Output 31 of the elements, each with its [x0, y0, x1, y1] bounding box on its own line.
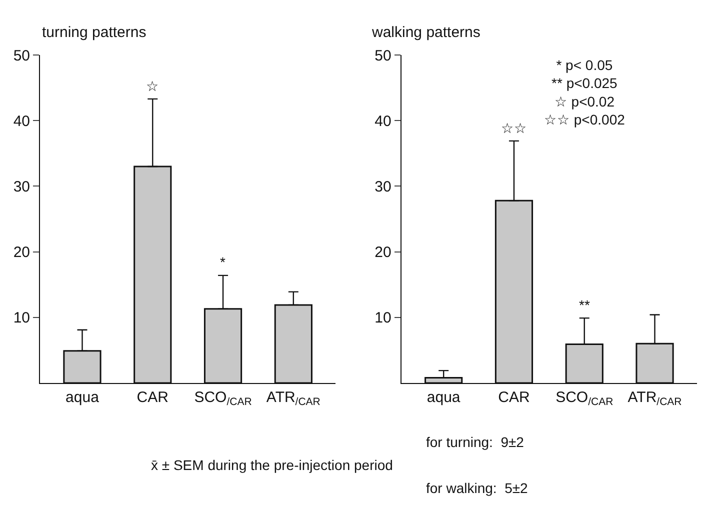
- annotation: ** p<0.025: [552, 75, 618, 92]
- x-tick-label: aqua: [66, 389, 100, 406]
- y-tick-label: 30: [374, 178, 392, 196]
- y-tick-label: 50: [374, 47, 392, 64]
- chart-title: walking patterns: [371, 24, 480, 41]
- x-tick-label: aqua: [426, 389, 461, 406]
- annotation: ☆☆: [501, 120, 527, 136]
- x-tick-label: CAR: [136, 389, 169, 406]
- annotation: *: [220, 254, 226, 270]
- text: x̄ ± SEM during the pre-injection period: [151, 457, 393, 473]
- y-tick-label: 30: [13, 178, 30, 196]
- y-tick-label: 40: [13, 112, 30, 130]
- y-tick-label: 10: [13, 310, 30, 327]
- y-tick-label: 20: [13, 244, 30, 262]
- annotation: ☆ p<0.02: [554, 93, 615, 110]
- annotation: ☆: [146, 78, 159, 94]
- x-tick-label: ATR$_{/CAR}$: [266, 389, 321, 408]
- x-tick-label: CAR: [498, 389, 530, 406]
- annotation: **: [579, 297, 590, 313]
- annotation: ☆☆ p<0.002: [544, 112, 626, 128]
- y-tick-label: 40: [374, 112, 392, 130]
- annotation: * p< 0.05: [556, 57, 613, 73]
- text: for turning: 9±2: [426, 434, 524, 450]
- text: for walking: 5±2: [426, 480, 528, 496]
- chart-title: turning patterns: [42, 24, 146, 41]
- y-tick-label: 20: [374, 244, 392, 262]
- x-tick-label: ATR$_{/CAR}$: [628, 389, 682, 408]
- x-tick-label: SCO$_{/CAR}$: [194, 389, 252, 408]
- y-tick-label: 50: [13, 47, 30, 64]
- y-tick-label: 10: [374, 310, 392, 327]
- x-tick-label: SCO$_{/CAR}$: [556, 389, 614, 408]
